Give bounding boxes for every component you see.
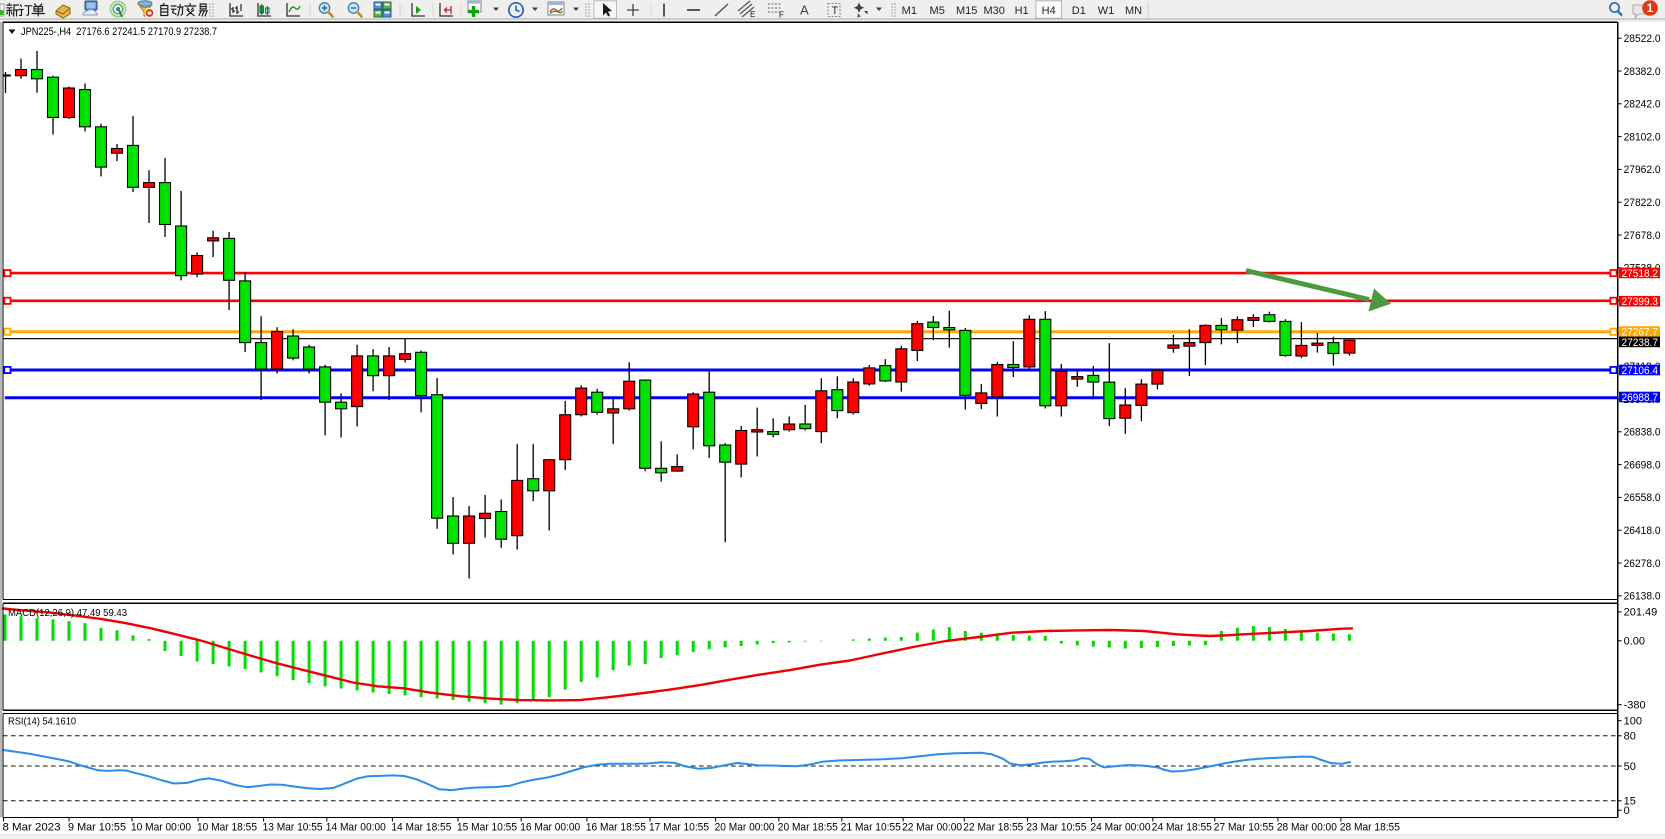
svg-text:H1: H1 (1015, 5, 1029, 17)
svg-text:27267.7: 27267.7 (1622, 326, 1659, 338)
svg-text:28522.0: 28522.0 (1624, 33, 1661, 45)
svg-text:26988.7: 26988.7 (1622, 392, 1659, 404)
svg-text:201.49: 201.49 (1624, 607, 1658, 619)
svg-text:22 Mar 18:55: 22 Mar 18:55 (963, 822, 1023, 834)
svg-text:14 Mar 18:55: 14 Mar 18:55 (391, 822, 451, 834)
svg-text:-380: -380 (1624, 700, 1646, 712)
svg-text:27518.2: 27518.2 (1622, 268, 1659, 280)
svg-text:100: 100 (1624, 716, 1642, 728)
svg-text:M15: M15 (956, 5, 977, 17)
svg-text:15: 15 (1624, 796, 1636, 808)
svg-text:28 Mar 00:00: 28 Mar 00:00 (1277, 822, 1337, 834)
svg-text:28382.0: 28382.0 (1624, 66, 1661, 78)
svg-text:20 Mar 00:00: 20 Mar 00:00 (715, 822, 775, 834)
svg-text:RSI(14) 54.1610: RSI(14) 54.1610 (8, 717, 76, 728)
svg-text:22 Mar 00:00: 22 Mar 00:00 (902, 822, 962, 834)
svg-text:16 Mar 18:55: 16 Mar 18:55 (586, 822, 646, 834)
svg-text:M1: M1 (902, 5, 917, 17)
svg-text:27106.4: 27106.4 (1622, 365, 1659, 377)
svg-text:24 Mar 00:00: 24 Mar 00:00 (1091, 822, 1151, 834)
svg-text:8 Mar 2023: 8 Mar 2023 (3, 822, 61, 834)
svg-text:13 Mar 10:55: 13 Mar 10:55 (263, 822, 323, 834)
svg-text:16 Mar 00:00: 16 Mar 00:00 (520, 822, 580, 834)
svg-text:20 Mar 18:55: 20 Mar 18:55 (778, 822, 838, 834)
svg-text:10 Mar 18:55: 10 Mar 18:55 (197, 822, 257, 834)
svg-text:JPN225-,H4 27176.6 27241.5 27: JPN225-,H4 27176.6 27241.5 27170.9 27238… (21, 26, 217, 38)
svg-text:26838.0: 26838.0 (1624, 427, 1661, 439)
svg-text:D1: D1 (1072, 5, 1086, 17)
svg-text:26418.0: 26418.0 (1624, 525, 1661, 537)
svg-text:10 Mar 00:00: 10 Mar 00:00 (131, 822, 191, 834)
svg-text:23 Mar 10:55: 23 Mar 10:55 (1026, 822, 1086, 834)
svg-text:26558.0: 26558.0 (1624, 492, 1661, 504)
svg-text:28 Mar 18:55: 28 Mar 18:55 (1340, 822, 1400, 834)
svg-text:26138.0: 26138.0 (1624, 591, 1661, 603)
svg-text:A: A (800, 3, 809, 18)
svg-text:28242.0: 28242.0 (1624, 99, 1661, 111)
svg-text:0: 0 (1624, 805, 1630, 817)
svg-text:26698.0: 26698.0 (1624, 459, 1661, 471)
svg-text:F: F (779, 11, 784, 20)
svg-text:27399.3: 27399.3 (1622, 296, 1659, 308)
svg-text:14 Mar 00:00: 14 Mar 00:00 (326, 822, 386, 834)
svg-text:M5: M5 (930, 5, 945, 17)
svg-text:T: T (832, 5, 839, 17)
svg-text:H4: H4 (1042, 5, 1056, 17)
svg-text:27238.7: 27238.7 (1622, 337, 1659, 349)
svg-text:80: 80 (1624, 731, 1636, 743)
svg-text:24 Mar 18:55: 24 Mar 18:55 (1152, 822, 1212, 834)
svg-text:MACD(12,26,9) 47.49 59.43: MACD(12,26,9) 47.49 59.43 (8, 608, 127, 619)
svg-text:M30: M30 (983, 5, 1004, 17)
svg-text:E: E (750, 10, 755, 19)
svg-text:27678.0: 27678.0 (1624, 230, 1661, 242)
svg-text:27822.0: 27822.0 (1624, 197, 1661, 209)
svg-text:MN: MN (1125, 5, 1142, 17)
svg-text:27 Mar 10:55: 27 Mar 10:55 (1214, 822, 1274, 834)
svg-text:9 Mar 10:55: 9 Mar 10:55 (68, 822, 126, 834)
svg-text:50: 50 (1624, 761, 1636, 773)
svg-text:17 Mar 10:55: 17 Mar 10:55 (649, 822, 709, 834)
svg-text:0.00: 0.00 (1624, 636, 1645, 648)
svg-text:15 Mar 10:55: 15 Mar 10:55 (457, 822, 517, 834)
svg-text:1: 1 (1647, 3, 1654, 15)
svg-text:W1: W1 (1098, 5, 1115, 17)
svg-text:28102.0: 28102.0 (1624, 131, 1661, 143)
svg-text:21 Mar 10:55: 21 Mar 10:55 (841, 822, 901, 834)
svg-text:27962.0: 27962.0 (1624, 164, 1661, 176)
svg-text:26278.0: 26278.0 (1624, 558, 1661, 570)
